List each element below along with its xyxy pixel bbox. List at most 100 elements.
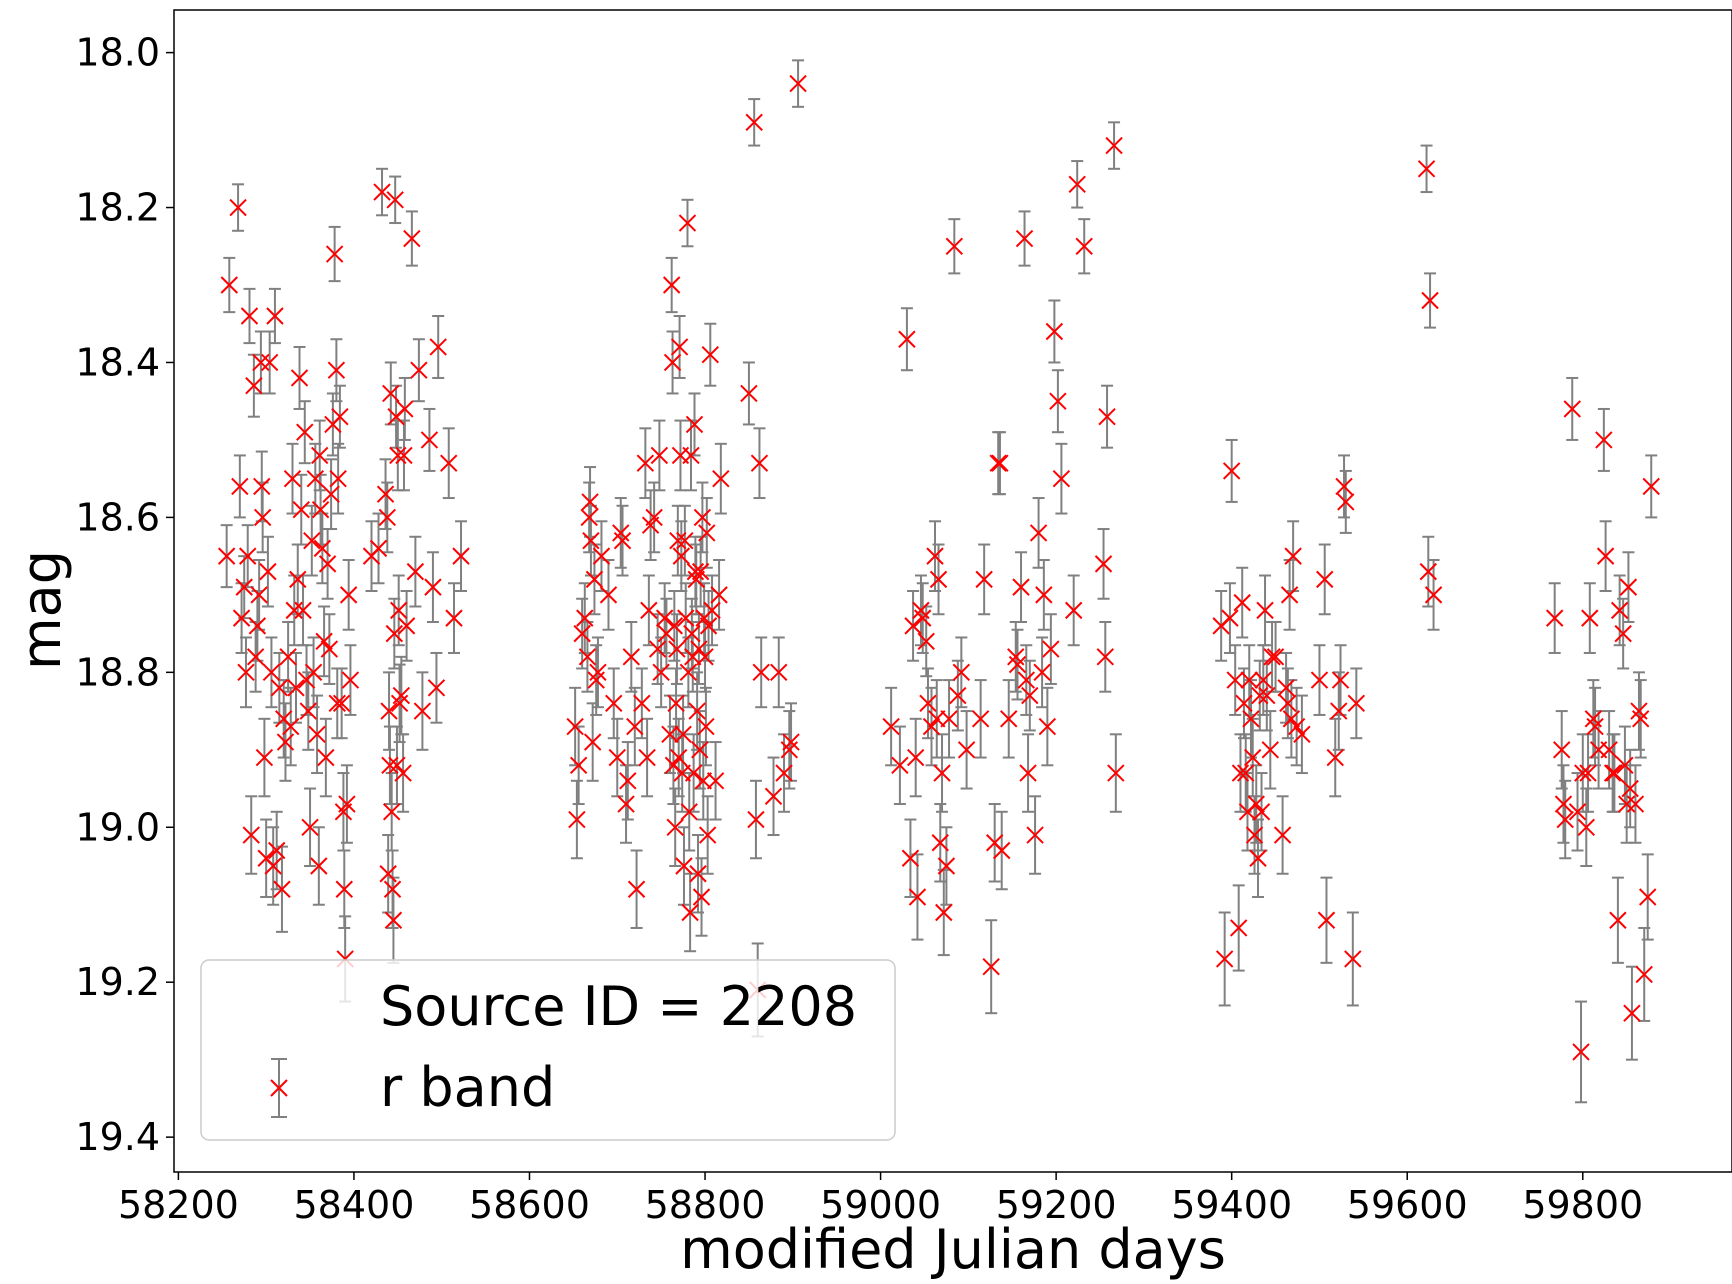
data-point [235,578,253,596]
data-point [589,663,607,682]
data-point [585,570,604,589]
data-point [740,384,758,403]
data-point [1347,694,1366,713]
data-point [1229,919,1248,937]
data-point [901,849,920,867]
data-point [1226,671,1244,689]
data-point [698,826,717,844]
data-point [764,787,783,805]
data-point [582,531,600,550]
data-point [264,857,282,875]
data-point [385,624,404,643]
data-point [1545,609,1564,627]
data-point [1279,694,1297,713]
x-tick-label: 59200 [996,1183,1117,1227]
data-point [270,679,289,697]
data-point [440,454,458,472]
data-point [388,756,406,775]
data-point [424,578,442,596]
data-point [410,361,428,379]
data-point [674,725,692,744]
data-point [379,865,397,883]
data-point [376,485,395,503]
data-point [1098,407,1116,426]
data-point [329,469,347,488]
data-point [661,725,679,744]
data-point [1261,741,1280,759]
data-point [712,469,730,488]
data-point [926,547,944,565]
y-axis-label: mag [10,550,73,670]
data-point [952,663,971,682]
data-point [1556,810,1574,829]
data-point [1221,609,1239,627]
data-point [599,586,618,604]
data-point [668,640,686,658]
data-point [991,454,1009,472]
data-point [1617,795,1636,813]
data-point [655,609,674,627]
data-point [310,446,329,465]
data-point [957,741,976,759]
y-axis: 18.0 18.2 18.4 18.6 18.8 19.0 19.2 19.4 [75,31,174,1159]
data-point [1424,586,1443,604]
data-point [982,958,1000,976]
data-point [1237,764,1255,782]
data-point [252,353,270,372]
data-point [287,679,305,697]
data-point [747,810,765,829]
data-point [645,508,663,527]
data-point [682,446,700,465]
data-point [1033,663,1051,682]
data-point [638,748,656,767]
data-point [306,469,325,488]
data-point [1572,1043,1590,1061]
marker-layer [217,74,1660,1061]
data-point [1012,578,1030,596]
data-point [1045,322,1064,341]
data-point [250,586,268,604]
x-tick-label: 59000 [820,1183,941,1227]
data-point [1619,578,1638,596]
data-point [701,346,720,364]
data-point [303,531,321,550]
data-point [882,717,900,736]
data-point [684,764,703,782]
data-point [273,880,291,898]
data-point [231,477,249,496]
data-point [304,663,323,682]
y-tick-label: 18.2 [75,186,160,230]
data-point [246,648,265,666]
data-point [693,508,712,527]
data-point [290,369,309,387]
data-point [311,500,330,519]
data-point [578,648,597,666]
data-point [1233,593,1251,612]
data-point [626,717,644,736]
data-point [1244,748,1262,767]
data-point [1574,764,1592,782]
data-point [1554,795,1573,813]
data-point [1605,764,1624,782]
data-point [1581,609,1599,627]
data-point [684,648,702,666]
data-point [617,795,635,813]
data-point [1331,671,1350,689]
data-point [1256,601,1274,620]
data-point [289,570,307,589]
data-point [445,609,463,627]
data-point [383,880,402,898]
data-point [283,469,302,488]
data-point [384,911,403,929]
legend-title: Source ID = 2208 [380,975,857,1038]
data-point [266,307,284,325]
x-tick-label: 58400 [293,1183,414,1227]
data-point [253,508,272,527]
data-point [301,818,319,836]
data-point [322,485,340,503]
data-point [1337,493,1355,511]
data-point [573,624,591,643]
data-point [1277,679,1295,697]
x-tick-label: 59800 [1522,1183,1643,1227]
